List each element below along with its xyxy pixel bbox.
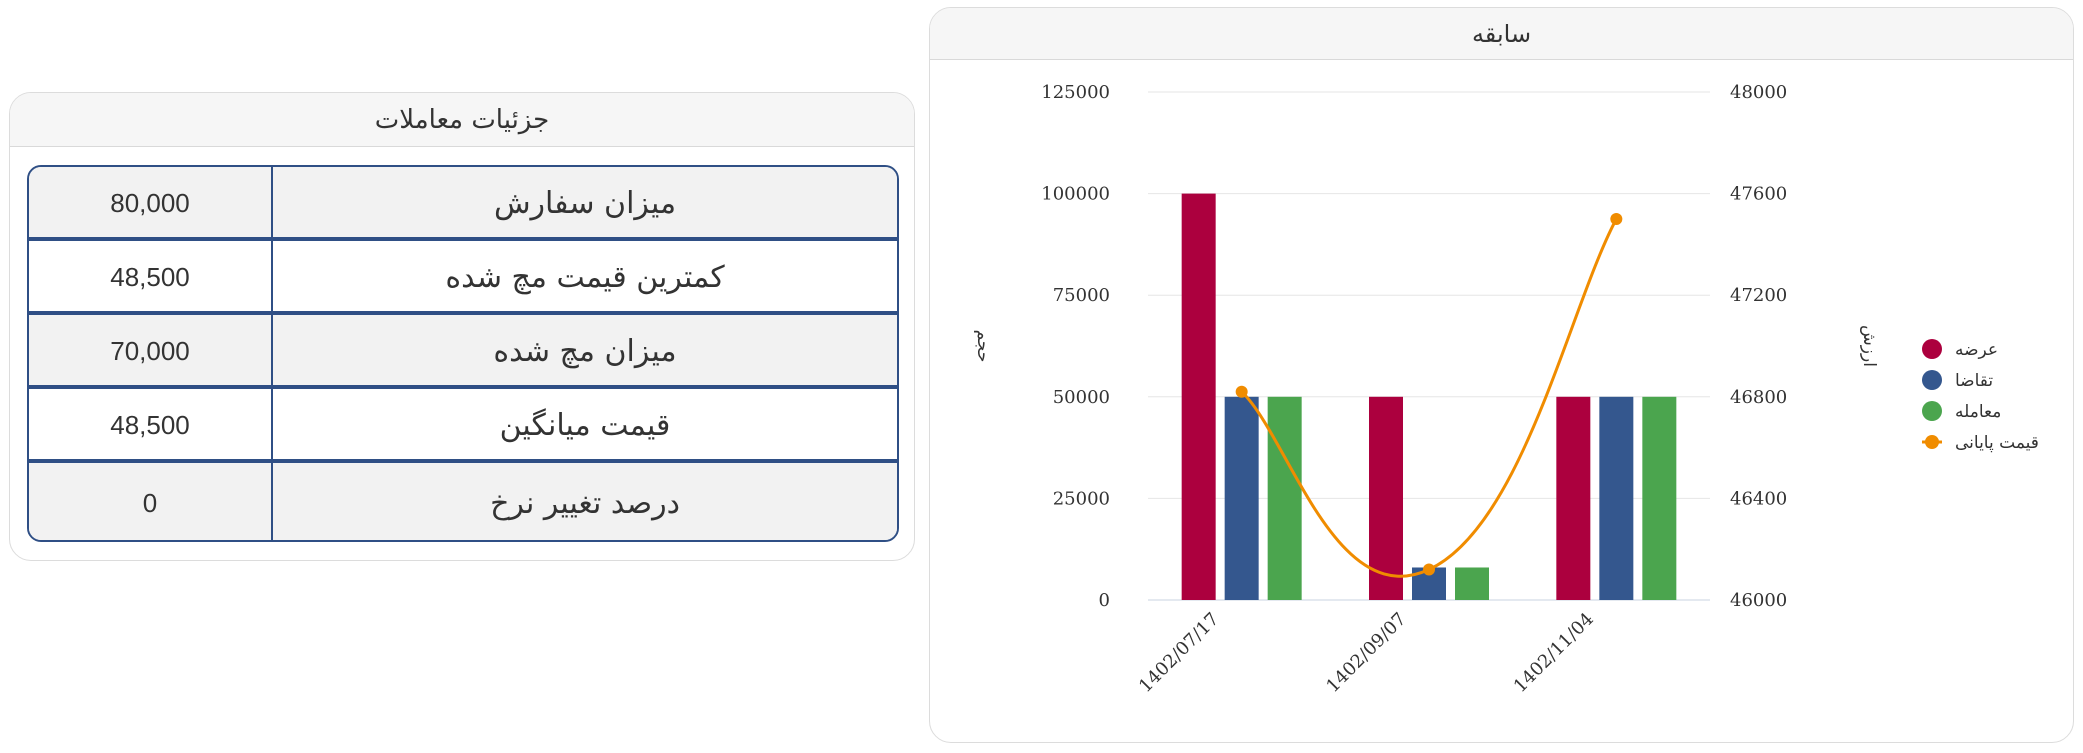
table-row: 70,000 میزان مچ شده [29,315,897,387]
bar [1455,567,1489,600]
matched-amount-value: 70,000 [29,315,273,387]
y-left-tick-label: 100000 [1041,184,1110,205]
trade-details-panel: جزئیات معاملات 80,000 میزان سفارش 48,500… [9,92,915,561]
table-row: 48,500 قیمت میانگین [29,389,897,461]
legend-label: معامله [1955,402,2001,422]
trade-details-title: جزئیات معاملات [10,93,914,147]
y-left-tick-label: 75000 [1053,285,1110,306]
history-chart: 0 25000 50000 75000 100000 125000 46000 46400 46… [973,82,2039,697]
legend-label: قیمت پایانی [1955,433,2039,453]
bar [1181,193,1216,600]
y-left-tick-label: 25000 [1053,488,1110,509]
y-right-tick-label: 46000 [1730,590,1787,611]
table-row: 0 درصد تغییر نرخ [29,463,897,540]
row-divider [29,311,897,315]
row-divider [29,459,897,463]
average-price-label: قیمت میانگین [273,389,897,461]
row-divider [29,237,897,241]
order-amount-value: 80,000 [29,167,273,239]
lowest-matched-price-label: کمترین قیمت مچ شده [273,241,897,313]
y-left-axis-title: حجم [973,330,993,363]
legend-label: تقاضا [1955,371,1993,391]
line-point [1235,385,1248,398]
average-price-value: 48,500 [29,389,273,461]
bar [1224,396,1259,600]
x-tick-label: 1402/09/07 [1322,609,1410,697]
bar [1267,396,1302,600]
y-right-axis-title: ارزش [1859,325,1879,367]
y-right-tick-label: 47200 [1730,285,1787,306]
table-row: 80,000 میزان سفارش [29,167,897,239]
y-left-tick-label: 125000 [1041,82,1110,103]
legend-marker [1922,370,1942,390]
y-left-tick-label: 50000 [1053,387,1110,408]
legend-marker [1922,401,1942,421]
lowest-matched-price-value: 48,500 [29,241,273,313]
line-point [1610,213,1623,225]
line-point [1423,563,1435,576]
y-right-tick-label: 47600 [1730,184,1787,205]
legend-marker [1925,435,1939,449]
history-chart-panel: سابقه 0 25000 50000 75000 100000 125000 46000 4… [929,7,2074,743]
trade-details-table: 80,000 میزان سفارش 48,500 کمترین قیمت مچ… [27,165,899,542]
row-divider [29,385,897,389]
y-right-tick-label: 46400 [1730,488,1787,509]
history-title: سابقه [930,8,2073,60]
rate-change-percent-label: درصد تغییر نرخ [273,463,897,540]
bar [1642,396,1677,600]
rate-change-percent-value: 0 [29,463,273,540]
bar [1369,396,1403,600]
matched-amount-label: میزان مچ شده [273,315,897,387]
order-amount-label: میزان سفارش [273,167,897,239]
x-tick-label: 1402/11/04 [1510,609,1598,697]
y-right-tick-label: 48000 [1730,82,1787,103]
x-tick-label: 1402/07/17 [1135,609,1223,697]
y-right-tick-label: 46800 [1730,387,1787,408]
bar [1599,396,1634,600]
bar [1556,396,1591,600]
legend-label: عرضه [1955,340,1998,360]
table-row: 48,500 کمترین قیمت مچ شده [29,241,897,313]
y-left-tick-label: 0 [1099,590,1110,611]
legend-marker [1922,339,1942,359]
